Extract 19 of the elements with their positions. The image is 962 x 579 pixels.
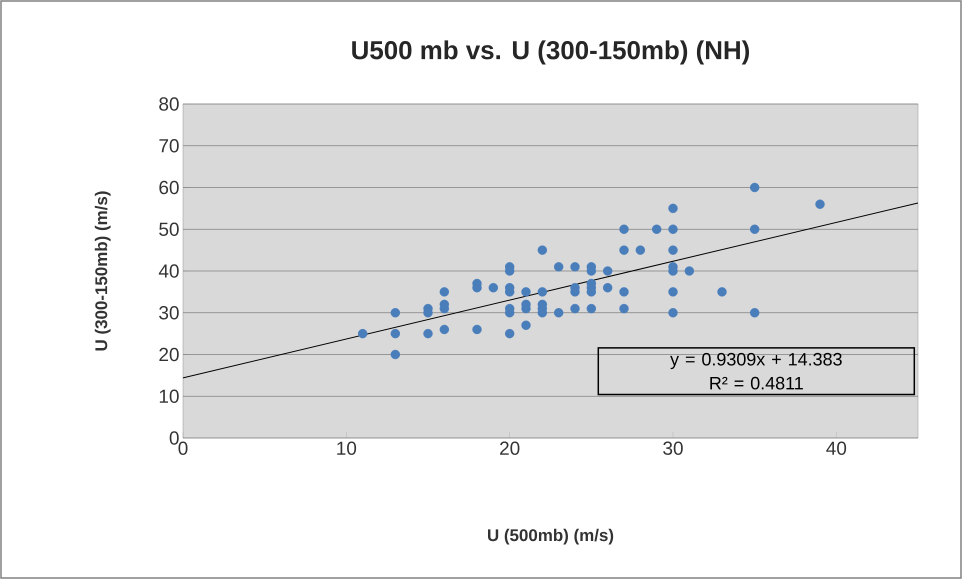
y-tick-label: 0: [170, 431, 179, 445]
x-tick-label: 20: [500, 442, 520, 455]
x-tick-label: 10: [337, 442, 356, 455]
chart-title: U500 mb vs. U (300-150mb) (NH): [352, 40, 749, 65]
y-tick-label: 80: [159, 97, 179, 111]
y-tick-label: 60: [159, 180, 179, 194]
y-tick-label: 30: [159, 306, 179, 320]
y-tick-label: 40: [158, 264, 179, 278]
x-axis-title: U (500mb) (m/s): [488, 528, 614, 545]
x-tick-label: 30: [663, 442, 683, 455]
annotation: R² = 0.4811: [710, 376, 803, 390]
x-tick-label: 0: [178, 442, 188, 455]
annotation: y = 0.9309x + 14.383: [670, 352, 842, 370]
y-tick-label: 70: [159, 139, 179, 152]
y-tick-label: 10: [160, 390, 179, 403]
y-tick-label: 20: [159, 348, 179, 362]
x-tick-label: 40: [826, 442, 846, 455]
y-axis-title: U (300-150mb) (m/s): [94, 191, 111, 350]
y-tick-label: 50: [159, 222, 179, 236]
